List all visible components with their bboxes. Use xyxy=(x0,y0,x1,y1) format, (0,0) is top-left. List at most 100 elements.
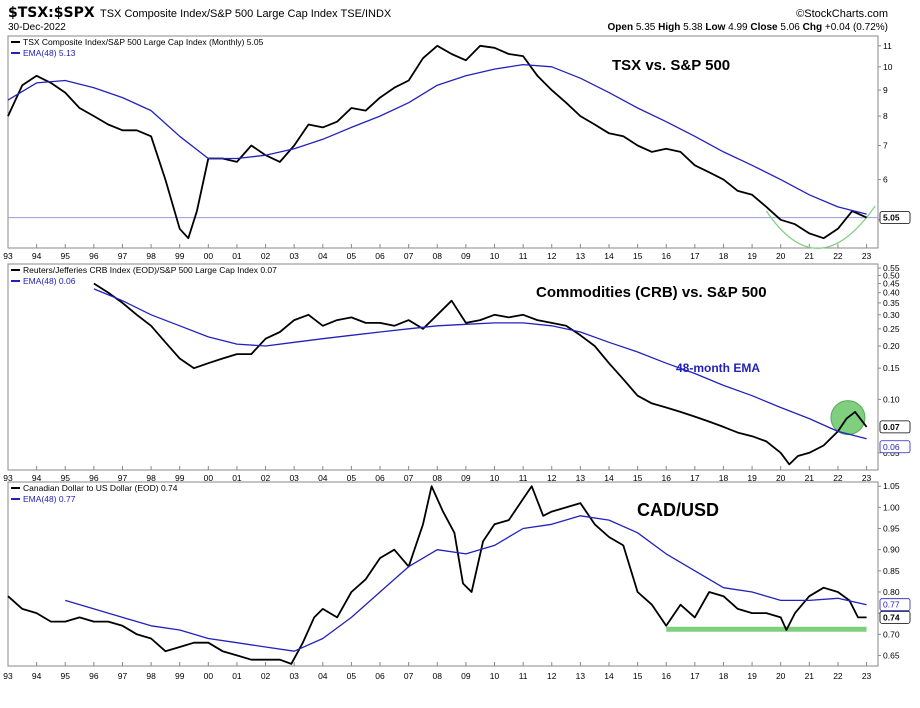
x-tick-label: 96 xyxy=(89,473,99,483)
chg-value: +0.04 (0.72%) xyxy=(824,22,888,33)
x-tick-label: 16 xyxy=(661,671,671,681)
x-tick-label: 93 xyxy=(3,251,13,261)
legend-price-label: Reuters/Jefferies CRB Index (EOD)/S&P 50… xyxy=(23,265,277,275)
y-tick-label: 0.70 xyxy=(883,629,900,639)
price-series-line xyxy=(7,485,867,665)
y-tick-label: 0.55 xyxy=(883,263,900,273)
x-tick-label: 11 xyxy=(519,251,528,261)
legend-ema-label: EMA(48) 5.13 xyxy=(23,48,76,58)
last-value-tag xyxy=(879,420,911,434)
x-tick-label: 09 xyxy=(461,251,471,261)
x-tick-label: 23 xyxy=(862,671,872,681)
x-tick-label: 17 xyxy=(690,671,700,681)
x-tick-label: 10 xyxy=(490,251,500,261)
legend-ema-label: EMA(48) 0.77 xyxy=(23,494,76,504)
x-tick-label: 08 xyxy=(433,473,443,483)
x-tick-label: 05 xyxy=(347,473,357,483)
annotation-title: CAD/USD xyxy=(637,500,719,520)
x-tick-label: 15 xyxy=(633,251,643,261)
y-tick-label: 1.00 xyxy=(883,502,900,512)
chg-label: Chg xyxy=(802,22,823,33)
legend-price-label: TSX Composite Index/S&P 500 Large Cap In… xyxy=(23,37,264,47)
x-tick-label: 02 xyxy=(261,671,271,681)
x-tick-label: 20 xyxy=(776,251,786,261)
x-tick-label: 01 xyxy=(232,251,242,261)
y-tick-label: 0.80 xyxy=(883,587,900,597)
x-tick-label: 16 xyxy=(661,473,671,483)
x-tick-label: 21 xyxy=(805,671,815,681)
last-value-label: 0.07 xyxy=(883,422,900,432)
x-tick-label: 14 xyxy=(604,251,614,261)
x-tick-label: 97 xyxy=(118,473,128,483)
x-tick-label: 21 xyxy=(805,251,815,261)
x-tick-label: 04 xyxy=(318,473,328,483)
x-tick-label: 07 xyxy=(404,473,414,483)
x-tick-label: 07 xyxy=(404,251,414,261)
x-tick-label: 10 xyxy=(490,473,500,483)
x-tick-label: 20 xyxy=(776,473,786,483)
panel-frame-2 xyxy=(7,481,879,667)
x-tick-label: 12 xyxy=(547,671,557,681)
chart-name: TSX Composite Index/S&P 500 Large Cap In… xyxy=(100,8,392,20)
x-tick-label: 95 xyxy=(61,671,71,681)
y-tick-label: 10 xyxy=(883,62,893,72)
x-tick-label: 94 xyxy=(32,473,42,483)
x-tick-label: 05 xyxy=(347,251,357,261)
x-tick-label: 22 xyxy=(833,671,843,681)
x-tick-label: 13 xyxy=(576,251,586,261)
x-tick-label: 94 xyxy=(32,671,42,681)
x-tick-label: 12 xyxy=(547,473,557,483)
x-tick-label: 13 xyxy=(576,473,586,483)
x-tick-label: 05 xyxy=(347,671,357,681)
x-tick-label: 08 xyxy=(433,671,443,681)
x-tick-label: 19 xyxy=(747,671,757,681)
legend-price-label: Canadian Dollar to US Dollar (EOD) 0.74 xyxy=(23,483,178,493)
x-tick-label: 03 xyxy=(289,671,299,681)
x-tick-label: 19 xyxy=(747,473,757,483)
x-tick-label: 99 xyxy=(175,473,185,483)
x-tick-label: 98 xyxy=(146,671,156,681)
x-tick-label: 14 xyxy=(604,671,614,681)
x-tick-label: 93 xyxy=(3,473,13,483)
y-tick-label: 0.25 xyxy=(883,324,900,334)
open-value: 5.35 xyxy=(635,22,656,33)
low-label: Low xyxy=(705,22,726,33)
x-tick-label: 04 xyxy=(318,671,328,681)
open-label: Open xyxy=(607,22,634,33)
x-tick-label: 21 xyxy=(805,473,815,483)
high-value: 5.38 xyxy=(683,22,703,33)
close-value: 5.06 xyxy=(780,22,800,33)
x-tick-label: 15 xyxy=(633,473,643,483)
y-tick-label: 6 xyxy=(883,175,888,185)
price-series-line xyxy=(7,44,867,240)
y-tick-label: 7 xyxy=(883,141,888,151)
x-tick-label: 93 xyxy=(3,671,13,681)
ema-value-tag xyxy=(879,598,911,612)
x-tick-label: 02 xyxy=(261,251,271,261)
y-tick-label: 1.05 xyxy=(883,481,900,491)
x-tick-label: 95 xyxy=(61,251,71,261)
x-tick-label: 00 xyxy=(204,251,214,261)
ema-series-line xyxy=(7,63,867,215)
x-tick-label: 99 xyxy=(175,671,185,681)
x-tick-label: 17 xyxy=(690,251,700,261)
y-tick-label: 0.50 xyxy=(883,270,900,280)
x-tick-label: 06 xyxy=(375,671,385,681)
x-tick-label: 03 xyxy=(289,473,299,483)
x-tick-label: 00 xyxy=(204,671,214,681)
y-tick-label: 0.95 xyxy=(883,524,900,534)
annotation-ema: 48-month EMA xyxy=(676,361,760,375)
panel-frame-1 xyxy=(7,263,879,471)
x-tick-label: 07 xyxy=(404,671,414,681)
x-tick-label: 15 xyxy=(633,671,643,681)
y-tick-label: 0.90 xyxy=(883,545,900,555)
x-tick-label: 11 xyxy=(519,671,528,681)
stockcharts-brand[interactable]: ©StockCharts.com xyxy=(796,8,888,20)
x-tick-label: 04 xyxy=(318,251,328,261)
panel-frame-0 xyxy=(7,35,879,249)
chart-date: 30-Dec-2022 xyxy=(8,22,66,33)
annotation-title: Commodities (CRB) vs. S&P 500 xyxy=(536,284,767,301)
x-tick-label: 17 xyxy=(690,473,700,483)
x-tick-label: 16 xyxy=(661,251,671,261)
ema-series-line xyxy=(93,288,867,440)
